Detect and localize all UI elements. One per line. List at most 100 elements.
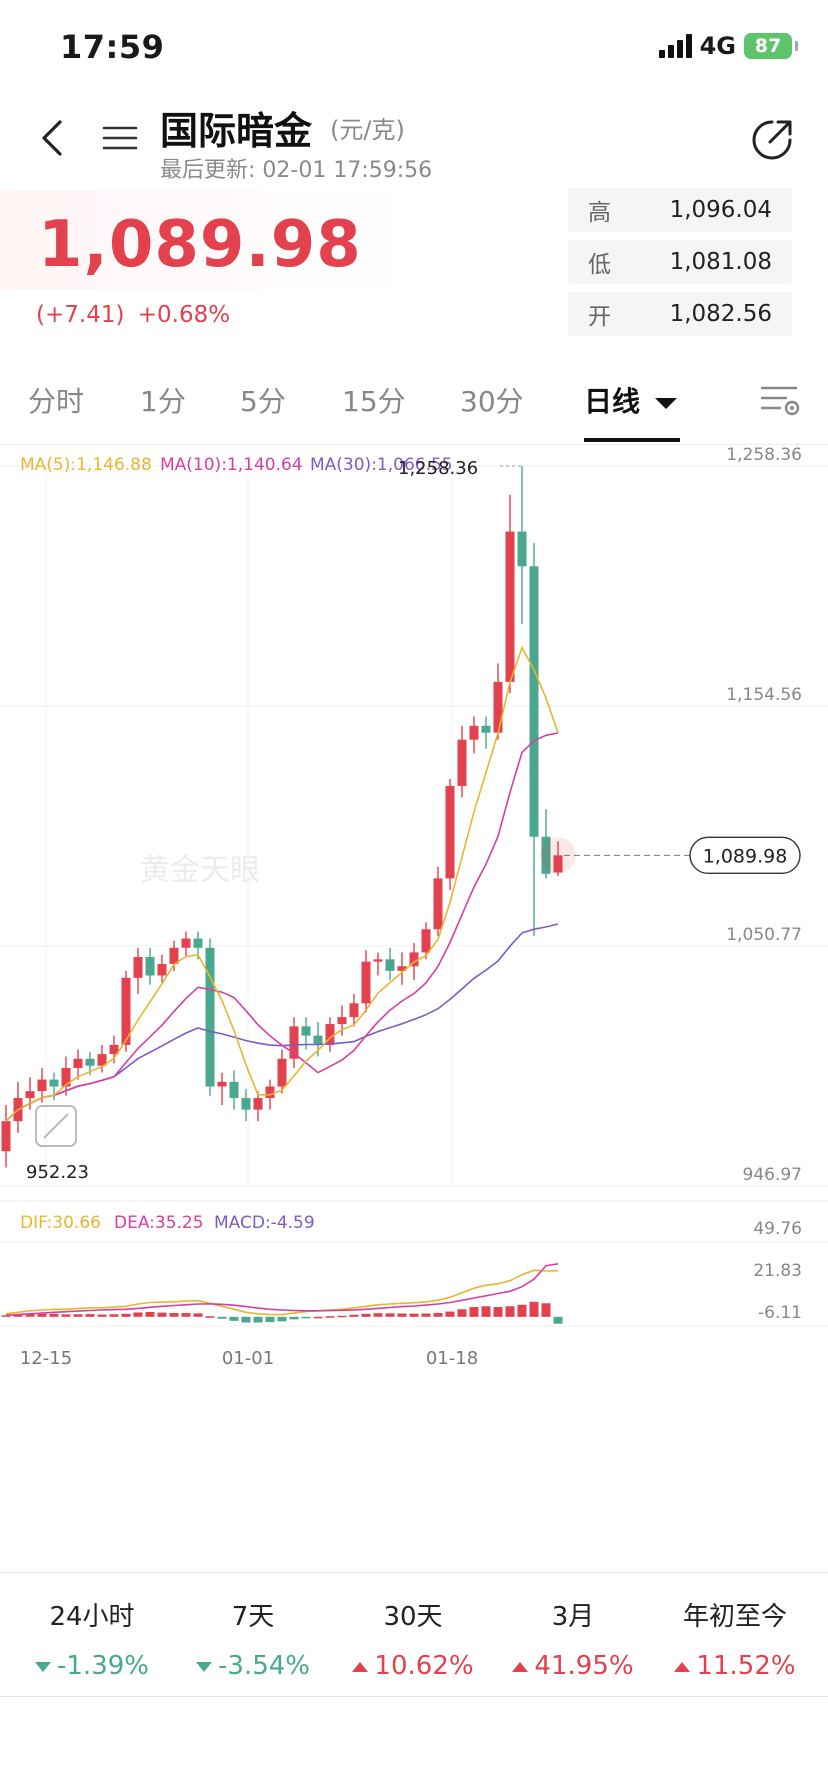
tab-daily[interactable]: 日线 xyxy=(584,380,678,420)
macd-axis-label: -6.11 xyxy=(758,1303,802,1323)
caret-down-icon xyxy=(654,398,677,409)
dif-legend: DIF:30.66 xyxy=(20,1213,101,1233)
menu-icon[interactable] xyxy=(102,122,138,154)
ma10-line xyxy=(5,732,559,1122)
period-label: 年初至今 xyxy=(682,1602,787,1632)
macd-bar xyxy=(361,1313,371,1317)
macd-bar xyxy=(265,1316,275,1323)
macd-bar xyxy=(349,1314,359,1317)
macd-bar xyxy=(457,1309,467,1317)
share-icon[interactable] xyxy=(750,118,794,162)
candle-body xyxy=(205,947,215,1087)
period-value: 11.52% xyxy=(660,1651,810,1681)
macd-bar xyxy=(193,1313,203,1317)
tabs-divider xyxy=(0,444,828,445)
current-price: 1,089.98 xyxy=(38,208,362,282)
candle-body xyxy=(421,929,431,953)
candle-body xyxy=(529,566,539,837)
kline-chart[interactable]: 1,258.36 1,154.56 1,050.77 946.97 黄金天眼 MA(5):… xyxy=(0,446,828,1566)
open-label: 开 xyxy=(588,304,611,330)
tab-5min[interactable]: 5分 xyxy=(240,385,286,418)
y-axis-label: 1,154.56 xyxy=(726,685,802,705)
x-axis-label: 01-18 xyxy=(426,1348,478,1369)
macd-bar xyxy=(481,1306,491,1317)
period-divider-bottom xyxy=(0,1696,828,1697)
price-highlight xyxy=(0,190,410,290)
candle-body xyxy=(121,977,131,1045)
period-24h: 24小时 -1.39% xyxy=(17,1596,167,1681)
period-divider-top xyxy=(0,1572,828,1573)
macd-bar xyxy=(337,1315,347,1318)
macd-bar xyxy=(421,1313,431,1317)
candle-body xyxy=(61,1068,71,1087)
candle-body xyxy=(313,1035,323,1045)
down-triangle-icon xyxy=(196,1661,212,1672)
tab-30min[interactable]: 30分 xyxy=(460,385,524,418)
candle-body xyxy=(289,1026,299,1059)
tab-fenshi[interactable]: 分时 xyxy=(28,385,85,418)
max-price-label: 1,258.36 xyxy=(398,458,478,479)
y-axis-label: 946.97 xyxy=(743,1165,802,1185)
up-triangle-icon xyxy=(674,1661,691,1672)
ma5-legend: MA(5):1,146.88 xyxy=(20,455,152,475)
y-axis-label: 1,258.36 xyxy=(726,446,802,465)
chart-settings-icon[interactable] xyxy=(760,382,802,418)
candle-body xyxy=(145,957,155,976)
period-value: -1.39% xyxy=(17,1651,167,1681)
period-label: 24小时 xyxy=(49,1602,135,1632)
battery-icon: 87 xyxy=(744,33,798,59)
candle-body xyxy=(97,1054,107,1066)
candle-body xyxy=(301,1026,311,1036)
open-stat: 开 1,082.56 xyxy=(568,292,792,336)
x-axis-label: 12-15 xyxy=(20,1348,72,1369)
status-time: 17:59 xyxy=(60,28,165,66)
low-label: 低 xyxy=(588,252,611,278)
period-value: 10.62% xyxy=(338,1651,488,1681)
period-value: -3.54% xyxy=(178,1651,328,1681)
ma30-legend: MA(30):1,066.55 xyxy=(310,455,453,475)
macd-bar xyxy=(133,1312,143,1317)
macd-bar xyxy=(109,1314,119,1317)
expand-icon xyxy=(35,1105,77,1147)
back-arrow-icon[interactable] xyxy=(36,118,68,158)
macd-bar xyxy=(37,1313,47,1317)
ma5-line xyxy=(5,645,559,1122)
macd-bar xyxy=(493,1307,503,1317)
macd-bar xyxy=(553,1316,563,1324)
candle-body xyxy=(217,1081,227,1087)
period-7d: 7天 -3.54% xyxy=(178,1596,328,1681)
tab-1min[interactable]: 1分 xyxy=(140,385,186,418)
macd-bar xyxy=(229,1316,239,1321)
macd-bar xyxy=(301,1316,311,1319)
period-value-text: 41.95% xyxy=(534,1651,634,1681)
period-ytd: 年初至今 11.52% xyxy=(660,1596,810,1681)
candle-body xyxy=(517,531,527,567)
macd-bar xyxy=(205,1316,215,1318)
candle-body xyxy=(337,1017,347,1025)
network-type: 4G xyxy=(699,32,736,60)
high-label: 高 xyxy=(588,200,611,226)
tab-15min[interactable]: 15分 xyxy=(342,385,406,418)
macd-bar xyxy=(73,1314,83,1317)
candle-body xyxy=(109,1044,119,1055)
macd-legend: MACD:-4.59 xyxy=(214,1213,315,1233)
battery-level: 87 xyxy=(754,35,782,57)
period-label: 3月 xyxy=(551,1602,595,1632)
macd-bar xyxy=(253,1316,263,1323)
ma10-legend: MA(10):1,140.64 xyxy=(160,455,303,475)
macd-bar xyxy=(517,1304,527,1317)
candle-body xyxy=(85,1058,95,1066)
candle-body xyxy=(373,959,383,962)
candle-body xyxy=(541,836,551,874)
candle-body xyxy=(49,1079,59,1087)
candle-body xyxy=(397,966,407,971)
period-value-text: -3.54% xyxy=(218,1651,310,1681)
candle-body xyxy=(181,938,191,948)
watermark: 黄金天眼 xyxy=(140,853,260,888)
min-price-label: 952.23 xyxy=(26,1162,89,1183)
active-tab-indicator xyxy=(584,438,680,442)
last-updated: 最后更新: 02-01 17:59:56 xyxy=(160,158,433,183)
up-triangle-icon xyxy=(512,1661,529,1672)
macd-bar xyxy=(445,1311,455,1317)
macd-bar xyxy=(469,1307,479,1317)
